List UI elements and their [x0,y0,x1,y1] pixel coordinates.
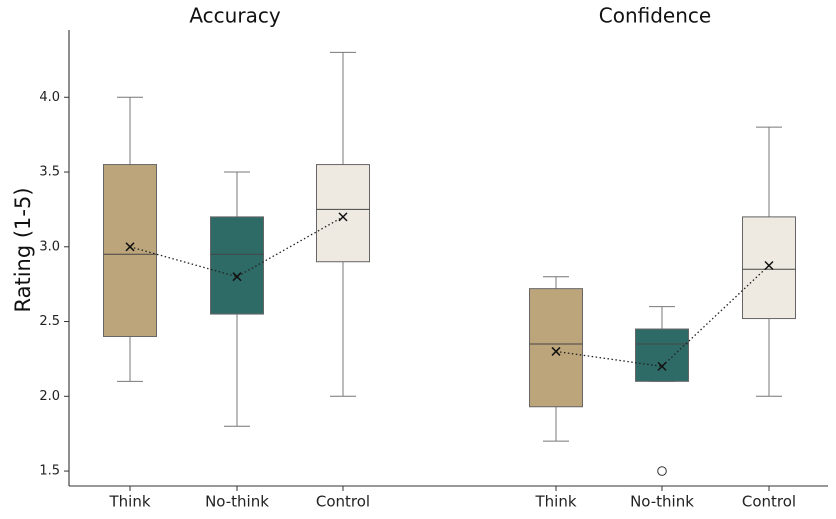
box [103,164,157,337]
box [316,164,370,263]
mean-marker [551,346,561,356]
y-tick-label: 3.5 [39,165,60,180]
mean-marker [657,361,667,371]
y-tick-label: 1.5 [39,464,60,479]
y-tick-label: 3.0 [39,239,60,254]
y-axis-title: Rating (1-5) [11,187,35,312]
mean-marker [338,212,348,222]
chart-marks [103,51,796,476]
group-title: Confidence [599,4,711,28]
y-tick-label: 2.5 [39,314,60,329]
group-title: Accuracy [189,4,280,28]
x-category-label: No-think [630,493,694,511]
mean-connector-line [555,265,770,368]
mean-marker [125,242,135,252]
x-category-label: Control [742,493,796,511]
mean-connector-line [129,216,344,278]
box [529,288,583,408]
axes: 1.5 2.0 2.5 3.0 3.5 4.0 Accuracy Think No-think C… [39,4,828,511]
x-category-label: Control [316,493,370,511]
box [210,216,264,315]
outlier-point [657,466,667,476]
mean-marker [232,272,242,282]
mean-marker [764,260,774,271]
box [635,328,689,382]
box [742,216,796,320]
x-category-label: No-think [205,493,269,511]
x-category-label: Think [534,493,576,511]
y-tick-label: 2.0 [39,389,60,404]
x-category-label: Think [108,493,150,511]
y-tick-label: 4.0 [39,90,60,105]
